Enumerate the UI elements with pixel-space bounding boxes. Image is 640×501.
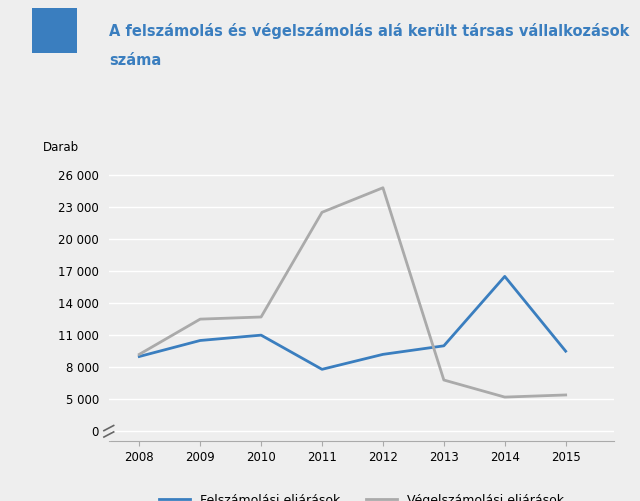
Text: Darab: Darab <box>43 141 79 154</box>
Text: száma: száma <box>109 53 161 68</box>
Text: A felszámolás és végelszámolás alá került társas vállalkozások: A felszámolás és végelszámolás alá kerül… <box>109 23 629 39</box>
Legend: Felszámolási eljárások, Végelszámolási eljárások: Felszámolási eljárások, Végelszámolási e… <box>154 489 569 501</box>
